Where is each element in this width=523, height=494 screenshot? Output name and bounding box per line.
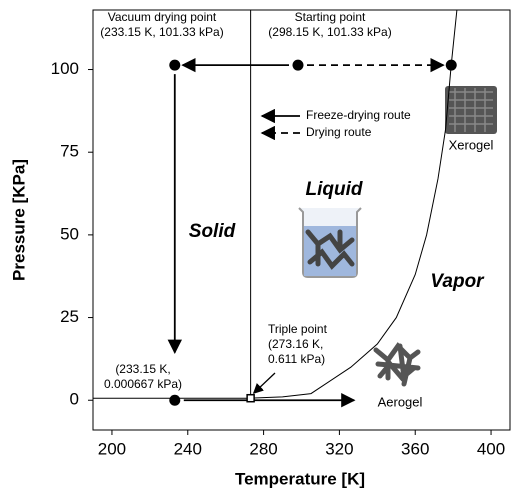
y-tick-label: 25 [60, 307, 79, 326]
aerogel-icon [376, 346, 418, 384]
point-label: (273.16 K, [268, 337, 323, 351]
y-axis-title: Pressure [KPa] [9, 159, 28, 281]
chart: Temperature [K] Pressure [KPa] Solid Liq… [0, 0, 523, 494]
xerogel-icon [445, 86, 497, 134]
point-label: 0.000667 kPa) [104, 377, 182, 391]
point [446, 60, 457, 71]
x-tick-label: 400 [477, 439, 505, 458]
point-label: (233.15 K, 101.33 kPa) [100, 25, 223, 39]
region-label: Vapor [430, 271, 485, 292]
point-label: Vacuum drying point [108, 10, 217, 24]
y-tick-label: 100 [51, 59, 79, 78]
point [169, 395, 180, 406]
pointer-arrow [254, 373, 275, 393]
triple-point [247, 395, 254, 402]
y-tick-label: 0 [70, 390, 79, 409]
x-tick-label: 240 [174, 439, 202, 458]
point-label: (233.15 K, [115, 362, 170, 376]
product-label: Aerogel [378, 394, 423, 409]
point-label: Triple point [268, 322, 328, 336]
legend-label: Drying route [306, 125, 372, 139]
x-tick-label: 320 [325, 439, 353, 458]
point-label: 0.611 kPa) [268, 352, 325, 366]
y-tick-label: 75 [60, 142, 79, 161]
point [292, 60, 303, 71]
region-label: Liquid [306, 179, 363, 200]
beaker-icon [299, 208, 361, 277]
x-axis-title: Temperature [K] [235, 469, 365, 488]
region-label: Solid [189, 221, 236, 242]
x-tick-label: 280 [249, 439, 277, 458]
x-tick-label: 360 [401, 439, 429, 458]
point [169, 60, 180, 71]
product-label: Xerogel [449, 137, 494, 152]
legend-label: Freeze-drying route [306, 108, 411, 122]
point-label: (298.15 K, 101.33 kPa) [268, 25, 391, 39]
x-tick-label: 200 [98, 439, 126, 458]
point-label: Starting point [295, 10, 366, 24]
y-tick-label: 50 [60, 224, 79, 243]
